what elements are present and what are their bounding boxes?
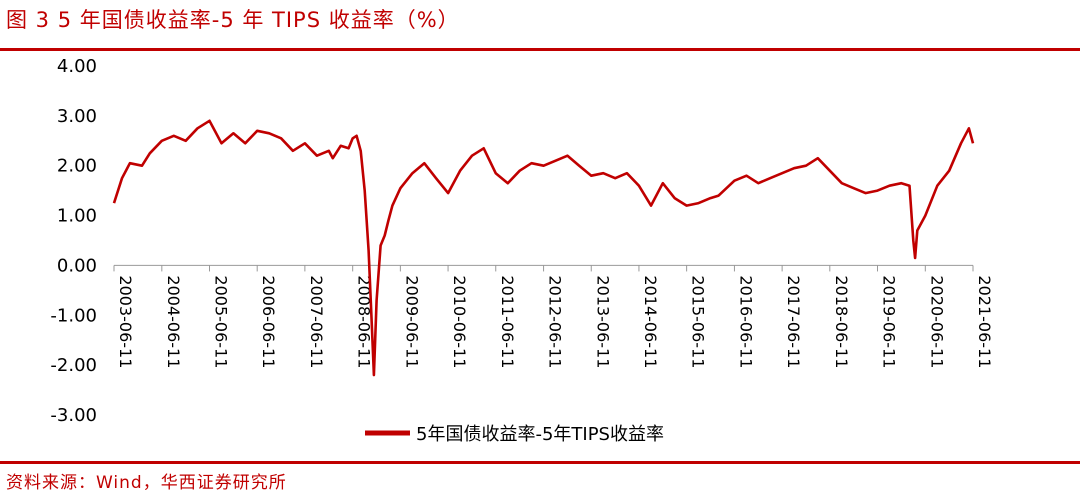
x-tick-label: 2021-06-11 (975, 275, 994, 368)
x-tick-label: 2012-06-11 (546, 275, 565, 368)
x-tick-label: 2016-06-11 (736, 275, 755, 368)
legend-label: 5年国债收益率-5年TIPS收益率 (416, 424, 664, 445)
y-tick-label: 0.00 (57, 255, 97, 276)
y-tick-label: 2.00 (57, 156, 97, 177)
chart-legend: 5年国债收益率-5年TIPS收益率 (365, 424, 664, 445)
series-line (112, 119, 975, 377)
y-tick-label: 1.00 (57, 206, 97, 227)
x-tick-label: 2005-06-11 (212, 275, 231, 368)
y-tick-label: -2.00 (50, 355, 97, 376)
chart-title: 图 3 5 年国债收益率-5 年 TIPS 收益率（%） (6, 8, 460, 32)
top-rule (0, 48, 1080, 51)
source-note: 资料来源：Wind，华西证券研究所 (6, 473, 287, 493)
x-tick-label: 2015-06-11 (689, 275, 708, 368)
x-tick-label: 2009-06-11 (402, 275, 421, 368)
y-tick-label: -3.00 (50, 405, 97, 426)
x-tick-label: 2010-06-11 (450, 275, 469, 368)
x-tick-label: 2017-06-11 (784, 275, 803, 368)
x-tick-label: 2008-06-11 (355, 275, 374, 368)
x-tick-label: 2004-06-11 (164, 275, 183, 368)
y-tick-label: 3.00 (57, 106, 97, 127)
bottom-rule (0, 461, 1080, 464)
y-tick-label: 4.00 (57, 56, 97, 77)
x-tick-label: 2006-06-11 (259, 275, 278, 368)
chart-plot (112, 119, 975, 377)
x-tick-label: 2003-06-11 (116, 275, 135, 368)
x-tick-label: 2018-06-11 (832, 275, 851, 368)
x-tick-label: 2013-06-11 (593, 275, 612, 368)
y-tick-label: -1.00 (50, 305, 97, 326)
chart-axes: 4.00 3.00 2.00 1.00 0.00 -1.00 -2.00 -3.00 2003-… (50, 56, 994, 426)
x-tick-label: 2011-06-11 (498, 275, 517, 368)
x-tick-label: 2020-06-11 (927, 275, 946, 368)
x-tick-label: 2019-06-11 (879, 275, 898, 368)
x-tick-label: 2007-06-11 (307, 275, 326, 368)
x-tick-label: 2014-06-11 (641, 275, 660, 368)
